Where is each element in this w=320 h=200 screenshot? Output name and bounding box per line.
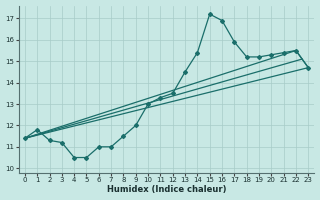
X-axis label: Humidex (Indice chaleur): Humidex (Indice chaleur)	[107, 185, 226, 194]
